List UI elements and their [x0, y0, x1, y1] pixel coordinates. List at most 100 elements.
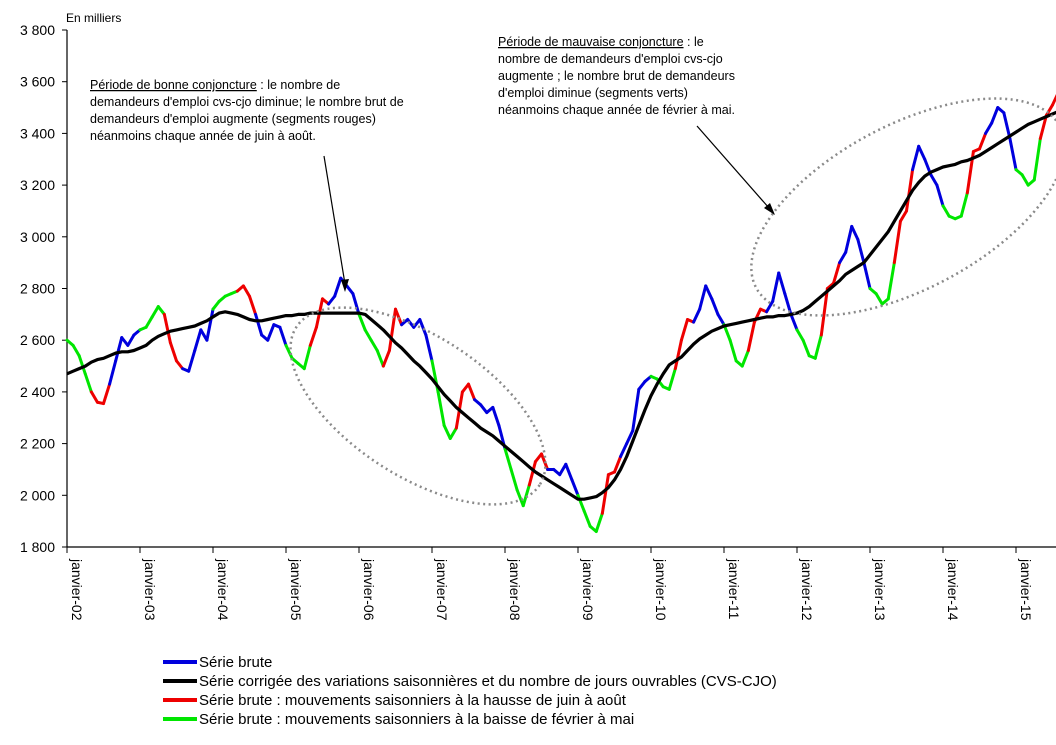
raw-series-segment-rise: [819, 287, 829, 337]
raw-series-segment: [917, 144, 927, 161]
raw-series-segment-fall: [594, 511, 604, 533]
annotation-bad-line: nombre de demandeurs d'emploi cvs-cjo: [498, 52, 723, 66]
raw-series-segment: [345, 284, 355, 296]
raw-series-segment: [850, 224, 860, 241]
raw-series-segment-fall: [795, 328, 805, 342]
raw-series-segment: [862, 261, 872, 290]
raw-series-segment-fall: [509, 467, 519, 492]
x-axis: janvier-02 janvier-03 janvier-04 janvier-05…: [66, 546, 1056, 621]
raw-series-segment-fall: [284, 343, 294, 360]
raw-series-segment-fall: [740, 349, 750, 368]
raw-series-segment-fall: [941, 204, 951, 218]
annotation-bad-line: d'emploi diminue (segments verts): [498, 86, 688, 100]
y-tick-label: 3 200: [20, 177, 55, 193]
annotation-bad-line: néanmoins chaque année de février à mai.: [498, 103, 735, 117]
raw-series-segment-rise: [394, 307, 404, 327]
raw-series-segment: [777, 271, 787, 296]
raw-series-segment-fall: [77, 354, 87, 376]
raw-series-segment: [856, 237, 866, 265]
raw-series-segment: [1002, 111, 1012, 141]
raw-series-segment: [984, 121, 994, 135]
cvs-cjo-series-line: [66, 110, 1056, 501]
svg-text:Période de mauvaise conjonctur: Période de mauvaise conjoncture : le: [498, 35, 704, 49]
raw-series-segment: [698, 284, 708, 311]
raw-series-segment: [187, 349, 197, 373]
raw-series-segment-fall: [375, 349, 385, 368]
raw-series-segment: [844, 224, 854, 254]
arrow-bad-period: [696, 125, 775, 215]
raw-series-segment: [120, 336, 130, 347]
plot-area: [65, 94, 1056, 533]
raw-series-segment-rise: [1051, 94, 1056, 107]
raw-series-segment-rise: [832, 261, 842, 285]
raw-series-segment-rise: [600, 473, 610, 515]
raw-series-segment: [704, 284, 714, 301]
y-unit-label: En milliers: [66, 11, 121, 25]
raw-series-segment-rise: [168, 341, 178, 363]
raw-series-segment-fall: [801, 338, 811, 358]
y-axis: 1 800 2 000 2 200 2 400 2 600 2 800 3 000 3 200…: [20, 22, 68, 555]
raw-series-segment-fall: [357, 312, 367, 332]
y-tick-label: 3 000: [20, 229, 55, 245]
y-tick-label: 2 800: [20, 281, 55, 297]
raw-series-segment: [789, 312, 799, 332]
raw-series-segment-fall: [1020, 173, 1030, 187]
raw-series-segment-rise: [613, 455, 623, 474]
raw-series-segment: [838, 250, 848, 265]
x-tick-label: janvier-05: [288, 558, 304, 621]
raw-series-segment-fall: [515, 488, 525, 508]
y-tick-label: 3 600: [20, 74, 55, 90]
raw-series-segment-rise: [102, 382, 112, 406]
raw-series-segment-fall: [83, 372, 93, 394]
annotation-good-line: néanmoins chaque année de juin à août.: [90, 129, 316, 143]
raw-series-segment-rise: [746, 320, 756, 353]
annotation-bad-line: augmente ; le nombre brut de demandeurs: [498, 69, 735, 83]
annotation-good-period: Période de bonne conjoncture : le nombre…: [90, 78, 404, 143]
raw-series-segment: [424, 333, 434, 363]
raw-series-segment-fall: [302, 343, 312, 371]
x-tick-label: janvier-14: [945, 558, 961, 621]
raw-series-segment: [564, 462, 574, 482]
raw-series-segment: [710, 297, 720, 316]
annotation-good-line: demandeurs d'emploi cvs-cjo diminue; le …: [90, 95, 404, 109]
x-tick-label: janvier-09: [580, 558, 596, 621]
annotation-good-line: demandeurs d'emploi augmente (segments r…: [90, 112, 376, 126]
raw-series-segment-rise: [978, 131, 988, 151]
highlight-ellipse-bad-period: [750, 97, 1056, 317]
svg-text:Période de bonne conjoncture :: Période de bonne conjoncture : le nombre…: [90, 78, 340, 92]
x-tick-label: janvier-12: [799, 558, 815, 621]
annotation-bad-title: Période de mauvaise conjoncture: [498, 35, 684, 49]
raw-series-segment: [418, 318, 428, 337]
x-tick-label: janvier-07: [434, 558, 450, 621]
raw-series-segment-fall: [503, 447, 513, 471]
raw-series-segment: [716, 312, 726, 327]
raw-series-segment-rise: [175, 359, 185, 371]
y-tick-label: 1 800: [20, 539, 55, 555]
raw-series-segment: [935, 183, 945, 208]
raw-series-segment-rise: [162, 312, 172, 345]
raw-series-segment-fall: [150, 305, 160, 319]
raw-series-segment-fall: [1032, 137, 1042, 182]
raw-series-segment-rise: [892, 219, 902, 265]
raw-series-segment: [351, 292, 361, 316]
raw-series-segment: [692, 307, 702, 324]
x-tick-label: janvier-11: [726, 558, 742, 620]
raw-series-segment: [570, 478, 580, 497]
annotation-bad-line: : le: [684, 35, 704, 49]
x-tick-label: janvier-15: [1018, 558, 1034, 621]
x-tick-label: janvier-10: [653, 558, 669, 621]
raw-series-segment: [205, 307, 215, 342]
annotation-bad-period: Période de mauvaise conjoncture : le nom…: [498, 35, 735, 117]
arrow-good-period: [323, 155, 349, 292]
annotation-good-title: Période de bonne conjoncture: [90, 78, 257, 92]
raw-series-segment: [327, 294, 337, 306]
raw-series-segment: [278, 325, 288, 347]
y-tick-label: 2 200: [20, 436, 55, 452]
raw-series-segment-rise: [248, 294, 258, 316]
x-tick-label: janvier-08: [507, 558, 523, 621]
raw-series-segment-rise: [1038, 113, 1048, 141]
raw-series-segment: [193, 328, 203, 353]
y-tick-label: 2 000: [20, 487, 55, 503]
raw-series-segment-rise: [679, 318, 689, 342]
raw-series-segment: [619, 442, 629, 459]
